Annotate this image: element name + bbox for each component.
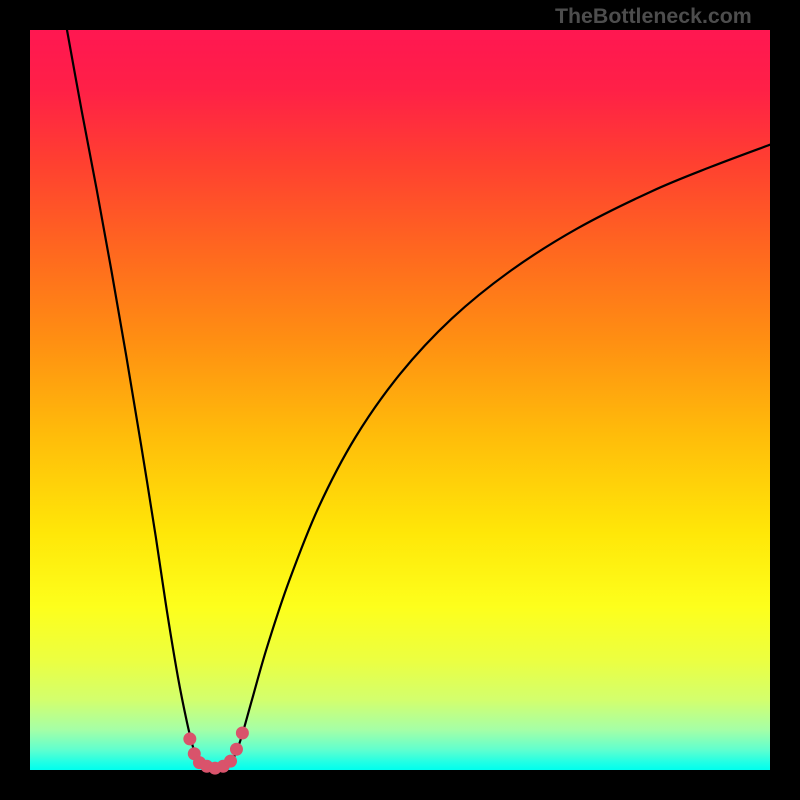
watermark-text: TheBottleneck.com (555, 4, 752, 29)
figure-container: { "figure": { "width_px": 800, "height_p… (0, 0, 800, 800)
data-dot (183, 732, 196, 745)
data-dot (230, 743, 243, 756)
curve-path (230, 145, 770, 766)
curve-path (67, 30, 200, 766)
data-dot (224, 755, 237, 768)
plot-area (30, 30, 770, 770)
curves-svg (30, 30, 770, 770)
data-dot (236, 727, 249, 740)
